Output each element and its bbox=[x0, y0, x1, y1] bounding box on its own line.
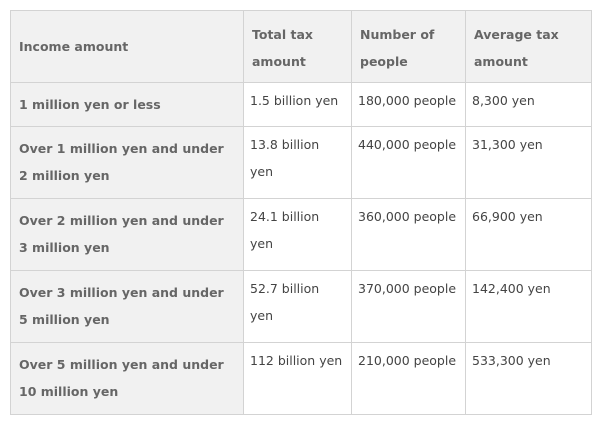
cell-people: 370,000 people bbox=[351, 270, 466, 343]
cell-total-tax: 24.1 billion yen bbox=[243, 198, 352, 271]
header-income-amount: Income amount bbox=[10, 10, 244, 83]
cell-total-tax: 52.7 billion yen bbox=[243, 270, 352, 343]
table-row: Over 2 million yen and under 3 million y… bbox=[10, 198, 592, 271]
table-row: Over 3 million yen and under 5 million y… bbox=[10, 270, 592, 343]
header-number-of-people: Number of people bbox=[351, 10, 466, 83]
cell-total-tax: 13.8 billion yen bbox=[243, 126, 352, 199]
cell-total-tax: 112 billion yen bbox=[243, 342, 352, 415]
row-income-label: 1 million yen or less bbox=[10, 82, 244, 127]
table-row: 1 million yen or less 1.5 billion yen 18… bbox=[10, 82, 592, 127]
row-income-label: Over 2 million yen and under 3 million y… bbox=[10, 198, 244, 271]
cell-average-tax: 533,300 yen bbox=[465, 342, 592, 415]
table-header-row: Income amount Total tax amount Number of… bbox=[10, 10, 592, 83]
cell-people: 360,000 people bbox=[351, 198, 466, 271]
cell-people: 180,000 people bbox=[351, 82, 466, 127]
cell-average-tax: 142,400 yen bbox=[465, 270, 592, 343]
cell-average-tax: 31,300 yen bbox=[465, 126, 592, 199]
row-income-label: Over 1 million yen and under 2 million y… bbox=[10, 126, 244, 199]
header-total-tax-amount: Total tax amount bbox=[243, 10, 352, 83]
tax-table-container: Income amount Total tax amount Number of… bbox=[10, 10, 592, 415]
cell-average-tax: 66,900 yen bbox=[465, 198, 592, 271]
row-income-label: Over 3 million yen and under 5 million y… bbox=[10, 270, 244, 343]
table-row: Over 5 million yen and under 10 million … bbox=[10, 342, 592, 415]
row-income-label: Over 5 million yen and under 10 million … bbox=[10, 342, 244, 415]
header-average-tax-amount: Average tax amount bbox=[465, 10, 592, 83]
income-tax-table: Income amount Total tax amount Number of… bbox=[10, 10, 592, 415]
cell-total-tax: 1.5 billion yen bbox=[243, 82, 352, 127]
cell-people: 440,000 people bbox=[351, 126, 466, 199]
cell-average-tax: 8,300 yen bbox=[465, 82, 592, 127]
table-row: Over 1 million yen and under 2 million y… bbox=[10, 126, 592, 199]
cell-people: 210,000 people bbox=[351, 342, 466, 415]
